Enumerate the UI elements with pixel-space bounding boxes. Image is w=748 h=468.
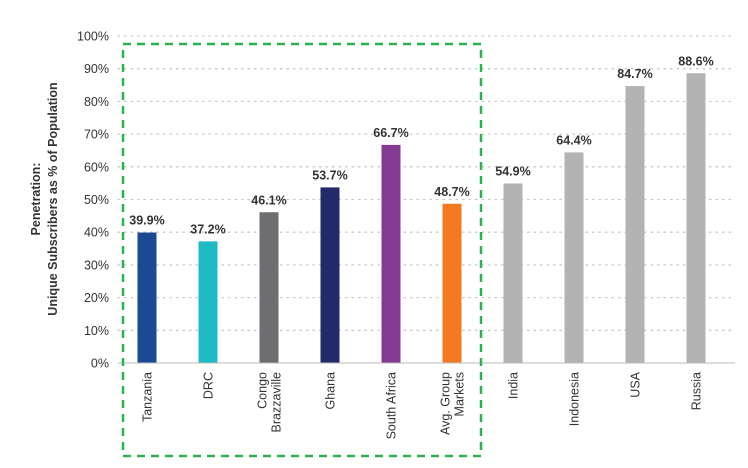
value-label: 84.7% — [617, 67, 652, 81]
category-label-line: Indonesia — [568, 372, 582, 426]
value-label: 88.6% — [678, 54, 713, 68]
category-label-line: Russia — [690, 372, 704, 410]
value-label: 46.1% — [251, 193, 286, 207]
bar — [320, 187, 340, 363]
category-label-line: Avg. Group — [439, 372, 453, 435]
y-axis-label-line: Penetration: — [29, 163, 43, 236]
category-label: Ghana — [324, 372, 338, 410]
category-label: DRC — [202, 372, 216, 399]
category-label: Russia — [690, 372, 704, 410]
bar — [686, 73, 706, 363]
y-tick-label: 50% — [84, 193, 109, 207]
category-label-line: India — [507, 372, 521, 399]
y-axis-ticks: 0% 10% 20% 30% 40% 50% 60% 70% 80% 90% 100% — [77, 30, 109, 371]
y-tick-label: 80% — [84, 95, 109, 109]
y-axis-label-line: Unique Subscribers as % of Population — [46, 82, 60, 315]
category-label: Congo Brazzaville — [256, 372, 284, 432]
value-label: 54.9% — [495, 164, 530, 178]
value-label: 39.9% — [129, 214, 164, 228]
y-tick-label: 20% — [84, 291, 109, 305]
bars — [137, 73, 706, 363]
y-tick-label: 100% — [77, 30, 109, 44]
category-label-line: Markets — [453, 372, 467, 416]
bar — [137, 232, 157, 363]
category-label-line: Congo — [256, 372, 270, 409]
y-tick-label: 40% — [84, 226, 109, 240]
y-tick-label: 90% — [84, 62, 109, 76]
category-label-line: USA — [629, 371, 643, 397]
category-label: USA — [629, 371, 643, 397]
value-labels: 39.9% 37.2% 46.1% 53.7% 66.7% 48.7% 54.9% 64.4%… — [129, 54, 713, 236]
y-tick-label: 30% — [84, 258, 109, 272]
category-labels: Tanzania DRC Congo Brazzaville Ghana South Af… — [141, 371, 704, 439]
value-label: 53.7% — [312, 168, 347, 182]
bar — [442, 203, 462, 363]
bar — [564, 152, 584, 363]
value-label: 66.7% — [373, 126, 408, 140]
category-label-line: Ghana — [324, 372, 338, 410]
y-axis-label-group: Penetration: Unique Subscribers as % of P… — [29, 82, 60, 315]
y-tick-label: 0% — [91, 357, 109, 371]
y-tick-label: 70% — [84, 128, 109, 142]
value-label: 48.7% — [434, 185, 469, 199]
category-label: Avg. Group Markets — [439, 372, 467, 435]
highlight-box — [121, 42, 483, 458]
bar — [198, 241, 218, 363]
y-axis-label: Penetration: Unique Subscribers as % of P… — [29, 82, 60, 315]
bar — [381, 144, 401, 363]
category-label: India — [507, 372, 521, 399]
category-label: South Africa — [385, 372, 399, 439]
bar — [259, 212, 279, 363]
category-label-line: Tanzania — [141, 372, 155, 422]
value-label: 37.2% — [190, 222, 225, 236]
category-label-line: Brazzaville — [270, 372, 284, 432]
category-label-line: South Africa — [385, 372, 399, 439]
y-tick-label: 10% — [84, 324, 109, 338]
value-label: 64.4% — [556, 133, 591, 147]
category-label: Tanzania — [141, 372, 155, 422]
bar — [625, 86, 645, 363]
category-label-line: DRC — [202, 372, 216, 399]
bar — [503, 183, 523, 363]
y-tick-label: 60% — [84, 160, 109, 174]
category-label: Indonesia — [568, 372, 582, 426]
